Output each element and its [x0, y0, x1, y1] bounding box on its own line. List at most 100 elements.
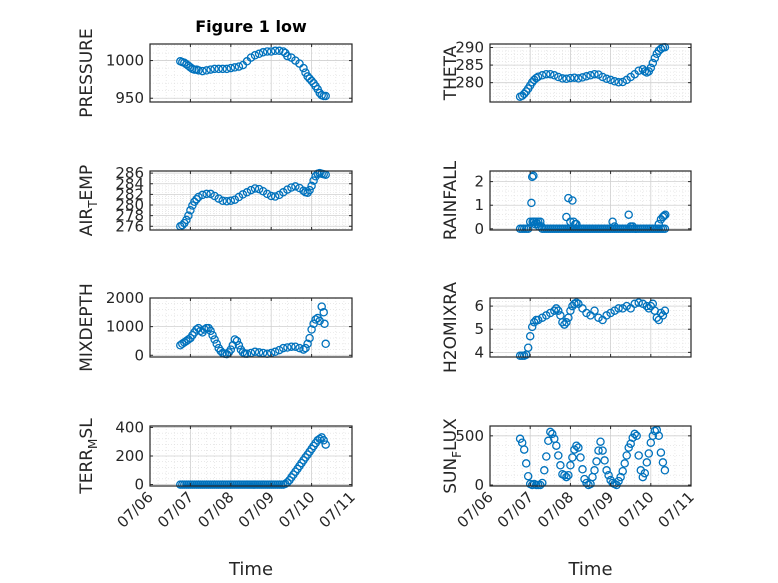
- data-point: [582, 478, 591, 488]
- data-point: [614, 476, 623, 486]
- data-series: [176, 168, 330, 231]
- data-point: [206, 189, 215, 199]
- data-point: [202, 66, 211, 75]
- data-point: [634, 298, 643, 307]
- data-point: [660, 466, 670, 475]
- data-point: [311, 315, 320, 324]
- y-tick-label: 1000: [106, 52, 144, 70]
- data-point: [301, 343, 310, 353]
- data-point: [648, 58, 658, 68]
- data-point: [630, 429, 639, 439]
- axes-box: [489, 425, 692, 487]
- data-point: [634, 451, 643, 460]
- data-point: [552, 441, 561, 450]
- data-point: [519, 89, 529, 99]
- data-point: [208, 330, 217, 340]
- plot-area: [490, 298, 691, 357]
- data-point: [608, 217, 617, 226]
- y-tick-label: 1000: [106, 318, 144, 336]
- data-point: [291, 342, 300, 351]
- data-point: [582, 72, 591, 81]
- x-tick-label: 07/09: [235, 488, 278, 531]
- data-point: [212, 339, 221, 349]
- data-point: [604, 470, 613, 480]
- subplot-mixdepth: 0 1000 2000 MIXDEPTH: [77, 283, 353, 372]
- subplot-sun-flux: 050007/0607/0707/0807/0907/1007/11SUNFLU…: [441, 418, 698, 580]
- data-point: [246, 185, 256, 195]
- data-point: [656, 44, 666, 54]
- data-point: [321, 339, 330, 349]
- data-point: [214, 64, 223, 74]
- data-point: [560, 470, 569, 480]
- y-tick-label: 400: [115, 418, 144, 436]
- x-tick-label: 07/06: [114, 488, 157, 531]
- data-point: [600, 456, 609, 465]
- data-point: [315, 434, 324, 444]
- data-point: [598, 72, 607, 82]
- x-axis-label: Time: [567, 559, 612, 580]
- data-point: [540, 466, 549, 475]
- data-point: [250, 51, 260, 60]
- data-point: [321, 440, 330, 449]
- data-point: [198, 66, 207, 76]
- data-point: [610, 77, 619, 86]
- data-point: [283, 185, 292, 194]
- data-point: [538, 478, 547, 488]
- y-axis-label: H2OMIXRA: [441, 282, 461, 373]
- data-point: [519, 445, 529, 454]
- data-point: [317, 302, 326, 311]
- y-tick-label: 200: [115, 447, 144, 465]
- data-point: [222, 64, 232, 74]
- data-point: [614, 304, 623, 313]
- data-point: [660, 306, 670, 315]
- y-tick-label: 280: [455, 74, 484, 92]
- y-axis-label: SUNFLUX: [441, 418, 464, 494]
- data-point: [538, 71, 547, 80]
- data-point: [305, 333, 314, 343]
- y-tick-label: 500: [455, 427, 484, 445]
- data-point: [556, 461, 565, 470]
- data-point: [659, 211, 669, 221]
- data-point: [642, 458, 652, 467]
- data-point: [527, 172, 537, 182]
- data-point: [307, 181, 316, 191]
- data-point: [186, 206, 195, 215]
- data-point: [622, 451, 631, 460]
- data-point: [548, 429, 557, 439]
- x-tick-label: 07/07: [494, 488, 537, 531]
- data-series: [515, 42, 670, 101]
- data-point: [525, 217, 535, 226]
- data-point: [206, 65, 215, 74]
- data-point: [230, 63, 240, 72]
- data-point: [620, 459, 629, 468]
- data-point: [630, 299, 639, 309]
- data-point: [554, 306, 563, 315]
- data-point: [632, 431, 641, 441]
- data-point: [658, 458, 668, 467]
- data-point: [562, 318, 571, 327]
- data-point: [590, 69, 599, 79]
- data-point: [650, 53, 660, 63]
- subplot-rainfall: 0 1 2 RAINFALL: [441, 160, 692, 240]
- data-point: [572, 219, 581, 229]
- data-point: [527, 322, 537, 332]
- data-point: [262, 47, 272, 56]
- data-point: [523, 343, 533, 352]
- data-point: [644, 449, 654, 458]
- data-point: [266, 191, 276, 201]
- y-tick-label: 1: [474, 196, 484, 214]
- data-point: [542, 452, 551, 461]
- data-series: [176, 46, 330, 101]
- axes-box: [149, 297, 353, 358]
- data-point: [190, 197, 199, 207]
- data-point: [552, 304, 561, 313]
- data-point: [305, 185, 314, 195]
- data-point: [594, 70, 603, 79]
- data-point: [291, 182, 300, 191]
- data-series: [176, 433, 330, 489]
- data-point: [234, 62, 244, 71]
- data-point: [654, 431, 664, 441]
- data-point: [210, 335, 219, 344]
